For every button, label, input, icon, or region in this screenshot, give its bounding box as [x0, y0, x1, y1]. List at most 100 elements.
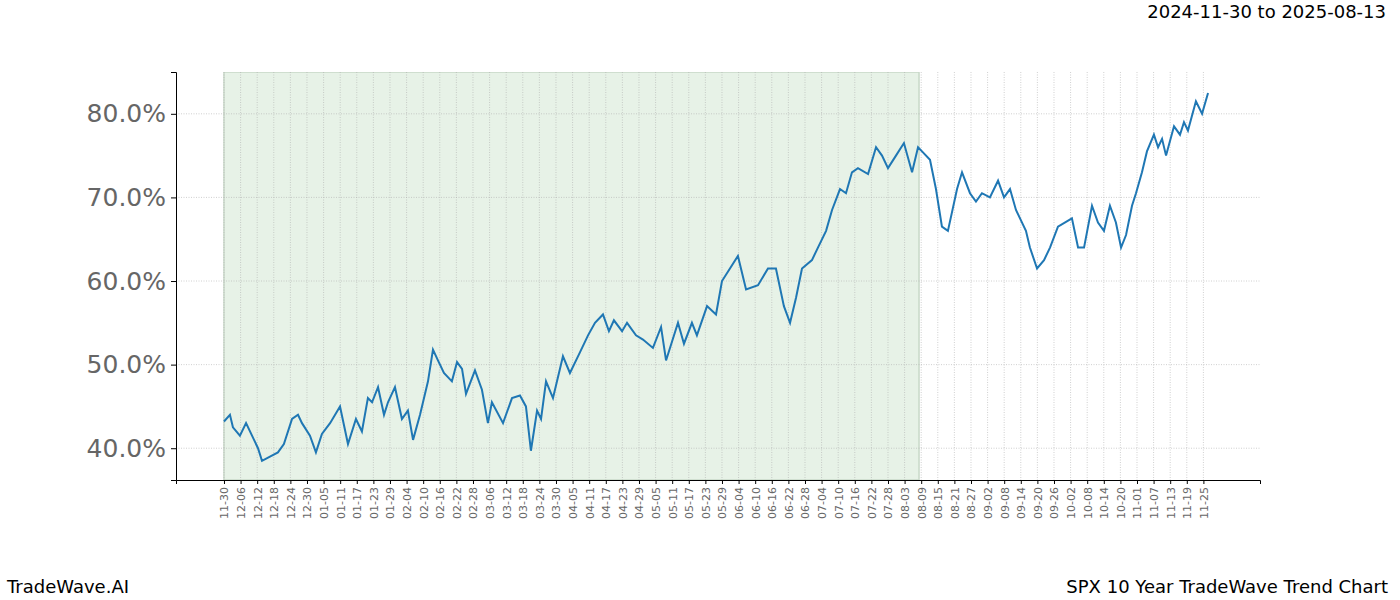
x-tick: 12-18: [268, 480, 281, 519]
grid-line-x: [1020, 72, 1021, 480]
grid-line-x: [688, 72, 689, 480]
x-tick-mark: [440, 480, 441, 484]
x-tick-mark: [622, 480, 623, 484]
x-tick-label: 04-05: [567, 487, 580, 519]
x-tick-mark: [938, 480, 939, 484]
x-tick-mark: [1104, 480, 1105, 484]
x-tick: 08-21: [949, 480, 962, 519]
x-tick-label: 11-01: [1131, 487, 1144, 519]
grid-line-x: [987, 72, 988, 480]
x-tick: 06-16: [766, 480, 779, 519]
grid-line-x: [290, 72, 291, 480]
grid-line-x: [755, 72, 756, 480]
x-tick: 09-02: [982, 480, 995, 519]
grid-line-x: [439, 72, 440, 480]
x-tick: 03-12: [501, 480, 514, 519]
x-tick-mark: [954, 480, 955, 484]
x-tick: 02-04: [401, 480, 414, 519]
x-tick-mark: [672, 480, 673, 484]
x-tick: 11-13: [1165, 480, 1178, 519]
x-tick-label: 01-29: [384, 487, 397, 519]
grid-line-x: [456, 72, 457, 480]
x-tick-mark: [407, 480, 408, 484]
x-tick: 08-27: [965, 480, 978, 519]
x-tick: 03-06: [484, 480, 497, 519]
x-tick: 01-17: [351, 480, 364, 519]
x-tick-label: 09-02: [982, 487, 995, 519]
x-tick: 02-16: [434, 480, 447, 519]
x-tick-mark: [324, 480, 325, 484]
grid-line-x: [705, 72, 706, 480]
x-tick: 08-09: [916, 480, 929, 519]
y-tick-mark: [171, 197, 176, 198]
x-tick: 05-17: [683, 480, 696, 519]
x-tick: 01-05: [318, 480, 331, 519]
x-tick-mark: [788, 480, 789, 484]
grid-line-x: [1053, 72, 1054, 480]
x-tick: 06-28: [799, 480, 812, 519]
x-tick-label: 01-23: [368, 487, 381, 519]
title: SPX 10 Year TradeWave Trend Chart: [1066, 576, 1388, 597]
grid-line-x: [854, 72, 855, 480]
grid-line-x: [223, 72, 224, 480]
x-tick-mark: [506, 480, 507, 484]
x-tick-label: 05-29: [716, 487, 729, 519]
x-tick: 04-05: [567, 480, 580, 519]
y-tick-mark: [171, 114, 176, 115]
x-tick-label: 09-08: [999, 487, 1012, 519]
grid-line-x: [672, 72, 673, 480]
grid-line-x: [423, 72, 424, 480]
x-tick: 12-24: [285, 480, 298, 519]
x-tick-label: 12-30: [301, 487, 314, 519]
x-tick-mark: [1021, 480, 1022, 484]
x-tick-mark: [490, 480, 491, 484]
x-tick-mark: [1137, 480, 1138, 484]
x-tick-mark: [589, 480, 590, 484]
x-tick-mark: [1203, 480, 1204, 484]
x-tick: 09-20: [1032, 480, 1045, 519]
x-tick-label: 02-16: [434, 487, 447, 519]
x-tick-label: 03-24: [534, 487, 547, 519]
x-tick-label: 10-08: [1082, 487, 1095, 519]
x-tick: 03-30: [550, 480, 563, 519]
x-tick: 03-18: [517, 480, 530, 519]
x-tick: 06-22: [783, 480, 796, 519]
x-tick: 11-01: [1131, 480, 1144, 519]
x-tick: 10-08: [1082, 480, 1095, 519]
y-tick: 70.0%: [87, 183, 176, 212]
grid-line-x: [605, 72, 606, 480]
x-tick-mark: [257, 480, 258, 484]
y-tick-label: 60.0%: [87, 267, 166, 296]
x-tick-label: 05-23: [700, 487, 713, 519]
x-tick-label: 12-06: [235, 487, 248, 519]
x-tick: 02-28: [467, 480, 480, 519]
x-tick-label: 06-28: [799, 487, 812, 519]
x-tick-mark: [805, 480, 806, 484]
x-tick-label: 04-23: [617, 487, 630, 519]
x-tick-label: 06-10: [750, 487, 763, 519]
x-tick-mark: [1187, 480, 1188, 484]
x-tick-label: 08-09: [916, 487, 929, 519]
grid-line-x: [1203, 72, 1204, 480]
x-tick-mark: [290, 480, 291, 484]
grid-line-x: [340, 72, 341, 480]
x-tick: 08-03: [899, 480, 912, 519]
x-tick-label: 05-11: [667, 487, 680, 519]
x-tick-label: 02-10: [418, 487, 431, 519]
grid-line-x: [871, 72, 872, 480]
x-tick-label: 04-29: [633, 487, 646, 519]
x-tick: 03-24: [534, 480, 547, 519]
x-tick: 10-02: [1065, 480, 1078, 519]
grid-line-x: [771, 72, 772, 480]
x-tick-label: 05-17: [683, 487, 696, 519]
x-tick: 02-22: [451, 480, 464, 519]
trend-line: [224, 93, 1208, 461]
y-tick-mark: [171, 365, 176, 366]
grid-line-y: [176, 113, 1260, 114]
x-tick-mark: [241, 480, 242, 484]
x-tick: 05-05: [650, 480, 663, 519]
x-tick-label: 09-14: [1015, 487, 1028, 519]
x-tick-mark: [871, 480, 872, 484]
x-tick: 07-04: [816, 480, 829, 519]
grid-line-x: [738, 72, 739, 480]
